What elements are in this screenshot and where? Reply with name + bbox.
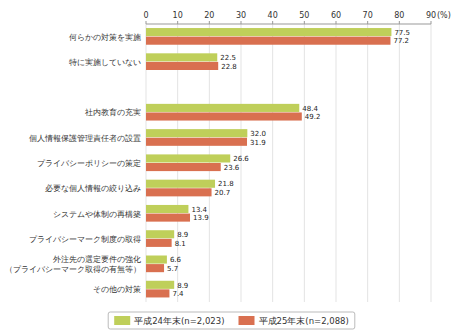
data-label: 77.5 — [394, 29, 410, 37]
bar — [146, 37, 390, 45]
bar — [146, 163, 221, 171]
data-label: 21.8 — [218, 180, 234, 188]
category-label: システムや体制の再構築 — [53, 210, 141, 219]
bars — [146, 28, 391, 297]
bar — [146, 129, 247, 137]
bar — [146, 62, 218, 70]
data-label: 8.1 — [175, 240, 186, 248]
tick — [272, 21, 273, 24]
data-label: 23.6 — [224, 164, 240, 172]
bar — [146, 112, 302, 120]
tick-label: 40 — [268, 11, 278, 20]
tick — [209, 21, 210, 24]
category-label: 何らかの対策を実施 — [69, 33, 141, 42]
data-label: 13.4 — [191, 206, 207, 214]
data-label: 7.4 — [172, 290, 184, 298]
category-label: 外注先の選定要件の強化（プライバシーマーク取得の有無等） — [5, 255, 141, 274]
data-label: 20.7 — [215, 189, 231, 197]
data-label: 13.9 — [193, 214, 209, 222]
tick — [431, 21, 432, 24]
data-label: 26.6 — [233, 155, 249, 163]
tick-label: 50 — [299, 11, 309, 20]
axis-label: (%) — [437, 11, 451, 20]
bar — [146, 104, 299, 112]
bar — [146, 289, 169, 297]
bar — [146, 154, 230, 162]
bar — [146, 138, 247, 146]
data-label: 77.2 — [393, 37, 409, 45]
category-label: プライバシーマーク制度の取得 — [29, 235, 141, 244]
tick-label: 20 — [204, 11, 214, 20]
chart: 何らかの対策を実施特に実施していない社内教育の充実個人情報保護管理責任者の設置プ… — [0, 0, 463, 336]
data-label: 48.4 — [302, 105, 318, 113]
bar — [146, 239, 172, 247]
tick-label: 10 — [173, 11, 183, 20]
x-axis: 0 10 20 30 40 50 60 70 80 90 — [143, 11, 436, 24]
tick — [367, 21, 368, 24]
y-axis-labels: 何らかの対策を実施特に実施していない社内教育の充実個人情報保護管理責任者の設置プ… — [5, 33, 141, 295]
tick — [336, 21, 337, 24]
legend-frame — [108, 312, 355, 329]
grid-line — [304, 24, 305, 302]
category-label: 特に実施していない — [69, 58, 141, 67]
tick — [177, 21, 178, 24]
legend-swatch — [114, 316, 130, 325]
tick-label: 80 — [394, 11, 404, 20]
legend-label: 平成24年末(n=2,023) — [134, 316, 224, 326]
legend-swatch — [239, 316, 255, 325]
grid — [146, 24, 431, 302]
data-label: 49.2 — [305, 113, 321, 121]
bar — [146, 28, 391, 36]
data-label: 5.7 — [167, 265, 178, 273]
tick — [304, 21, 305, 24]
bar — [146, 264, 164, 272]
category-label: 個人情報保護管理責任者の設置 — [29, 134, 141, 143]
grid-line — [399, 24, 400, 302]
category-label: プライバシーポリシーの策定 — [37, 159, 141, 168]
legend-label: 平成25年末(n=2,088) — [259, 316, 349, 326]
tick — [399, 21, 400, 24]
category-label: その他の対策 — [93, 285, 141, 294]
data-label: 8.9 — [177, 282, 188, 290]
grid-line — [272, 24, 273, 302]
axis-line — [146, 24, 431, 25]
data-label: 22.8 — [221, 63, 237, 71]
bar — [146, 214, 190, 222]
data-label: 8.9 — [177, 231, 188, 239]
category-label: 必要な個人情報の絞り込み — [45, 184, 141, 193]
bar — [146, 180, 215, 188]
tick-label: 0 — [143, 11, 148, 20]
data-label: 31.9 — [250, 139, 266, 147]
legend-item: 平成25年末(n=2,088) — [239, 316, 349, 326]
legend: 平成24年末(n=2,023) 平成25年末(n=2,088) — [108, 312, 355, 329]
tick-label: 30 — [236, 11, 246, 20]
tick — [241, 21, 242, 24]
bar — [146, 281, 174, 289]
data-label: 6.6 — [170, 256, 182, 264]
grid-line — [367, 24, 368, 302]
data-labels: 77.577.2 22.522.8 48.449.2 32.031.926.623.6… — [167, 29, 410, 298]
bar — [146, 255, 167, 263]
data-label: 22.5 — [220, 54, 236, 62]
legend-item: 平成24年末(n=2,023) — [114, 316, 224, 326]
tick-label: 90 — [426, 11, 436, 20]
bar — [146, 188, 212, 196]
bar — [146, 53, 217, 61]
bar — [146, 205, 188, 213]
tick-label: 70 — [363, 11, 373, 20]
grid-line — [336, 24, 337, 302]
data-label: 32.0 — [250, 130, 266, 138]
category-label: 社内教育の充実 — [85, 108, 141, 117]
bar — [146, 230, 174, 238]
tick-label: 60 — [331, 11, 341, 20]
grid-line — [431, 24, 432, 302]
tick — [146, 21, 147, 24]
